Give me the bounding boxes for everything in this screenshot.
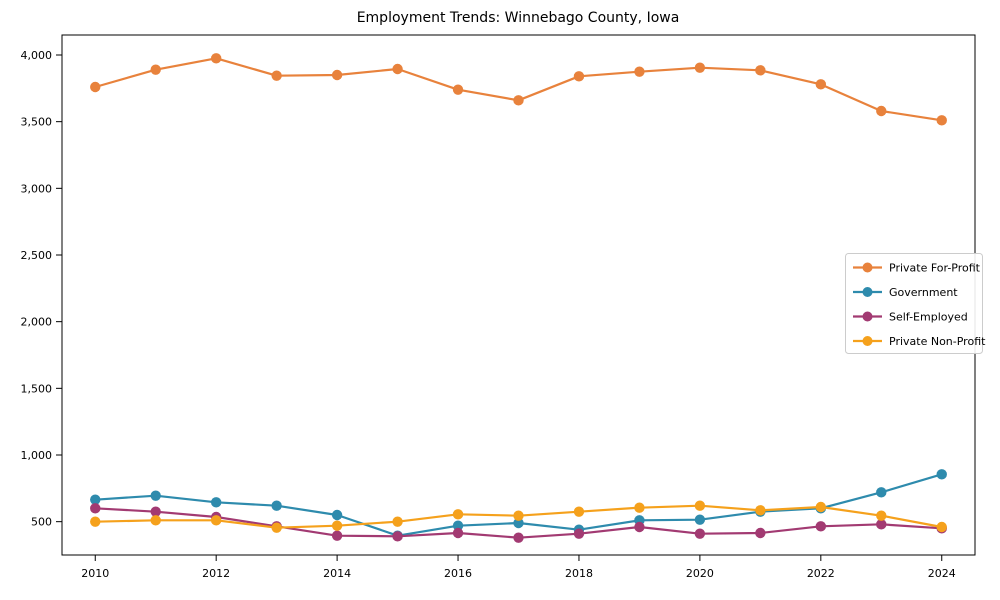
y-axis-tick-label: 500: [31, 516, 52, 529]
legend-marker-sample: [862, 311, 873, 322]
y-axis-tick-label: 4,000: [21, 49, 53, 62]
legend-box: [845, 253, 983, 354]
series-marker-private-for-profit: [331, 69, 343, 81]
series-marker-private-non-profit: [392, 516, 403, 527]
series-marker-government: [150, 490, 161, 501]
series-marker-private-non-profit: [755, 505, 766, 516]
series-marker-self-employed: [150, 506, 161, 517]
series-marker-private-for-profit: [513, 95, 524, 106]
chart-title: Employment Trends: Winnebago County, Iow…: [357, 10, 680, 26]
x-axis-tick-label: 2022: [807, 567, 835, 580]
series-marker-private-non-profit: [936, 521, 947, 533]
series-marker-private-non-profit: [210, 515, 222, 526]
plot-frame: [61, 34, 976, 556]
series-marker-government: [210, 497, 222, 508]
legend-label: Private For-Profit: [889, 262, 981, 275]
series-marker-self-employed: [634, 521, 645, 533]
series-marker-self-employed: [90, 503, 101, 514]
series-marker-private-non-profit: [876, 510, 887, 521]
series-marker-private-for-profit: [573, 71, 585, 82]
legend-label: Private Non-Profit: [889, 335, 986, 348]
series-marker-private-non-profit: [452, 509, 464, 520]
y-axis-tick-label: 2,500: [21, 249, 53, 262]
x-axis-tick-label: 2024: [928, 567, 956, 580]
series-marker-private-non-profit: [90, 516, 101, 527]
series-marker-private-for-profit: [392, 63, 403, 75]
y-axis-tick-label: 1,000: [21, 449, 53, 462]
series-marker-self-employed: [694, 528, 706, 539]
y-axis-tick-label: 1,500: [21, 382, 53, 395]
y-axis-tick-label: 3,000: [21, 182, 53, 195]
series-marker-private-non-profit: [815, 501, 827, 513]
legend-marker-sample: [862, 262, 873, 273]
x-axis-tick-label: 2020: [686, 567, 714, 580]
x-axis-tick-label: 2016: [444, 567, 472, 580]
x-axis-tick-label: 2014: [323, 567, 351, 580]
legend-label: Self-Employed: [889, 311, 968, 324]
series-line-private-for-profit: [94, 57, 943, 122]
series-marker-government: [876, 487, 887, 498]
series-marker-self-employed: [513, 532, 524, 543]
legend-marker-sample: [862, 287, 873, 297]
x-axis-tick-label: 2012: [202, 567, 230, 580]
series-marker-government: [936, 469, 947, 480]
series-marker-private-for-profit: [876, 105, 887, 117]
series-marker-government: [331, 509, 343, 521]
x-axis-tick-label: 2018: [565, 567, 593, 580]
series-marker-private-non-profit: [150, 515, 161, 526]
series-marker-private-for-profit: [150, 64, 161, 75]
legend-marker-sample: [862, 336, 873, 346]
series-marker-private-for-profit: [452, 84, 464, 95]
series-marker-private-for-profit: [755, 65, 766, 76]
series-marker-private-for-profit: [936, 115, 947, 126]
series-marker-self-employed: [392, 531, 403, 542]
series-marker-government: [452, 520, 464, 531]
series-marker-private-non-profit: [271, 522, 282, 533]
series-marker-private-for-profit: [90, 81, 101, 93]
series-marker-self-employed: [876, 519, 887, 530]
series-marker-private-non-profit: [634, 502, 645, 513]
series-marker-self-employed: [452, 527, 464, 539]
series-marker-private-for-profit: [694, 62, 706, 73]
series-marker-self-employed: [573, 528, 585, 539]
x-axis-tick-label: 2010: [81, 567, 109, 580]
y-axis-tick-label: 3,500: [21, 116, 53, 129]
series-marker-private-for-profit: [271, 70, 282, 81]
series-marker-private-non-profit: [331, 520, 343, 531]
series-marker-private-for-profit: [815, 79, 827, 90]
series-marker-private-non-profit: [513, 510, 524, 521]
series-marker-government: [90, 494, 101, 505]
legend-label: Government: [889, 286, 958, 299]
y-axis-tick-label: 2,000: [21, 316, 53, 329]
series-marker-private-for-profit: [210, 53, 222, 64]
series-marker-private-non-profit: [573, 506, 585, 517]
series-marker-private-non-profit: [694, 500, 706, 511]
series-marker-self-employed: [815, 521, 827, 532]
series-marker-self-employed: [331, 530, 343, 541]
series-marker-government: [513, 517, 524, 529]
series-marker-self-employed: [755, 527, 766, 539]
series-marker-government: [694, 514, 706, 525]
series-marker-government: [271, 500, 282, 511]
series-marker-private-for-profit: [634, 66, 645, 77]
